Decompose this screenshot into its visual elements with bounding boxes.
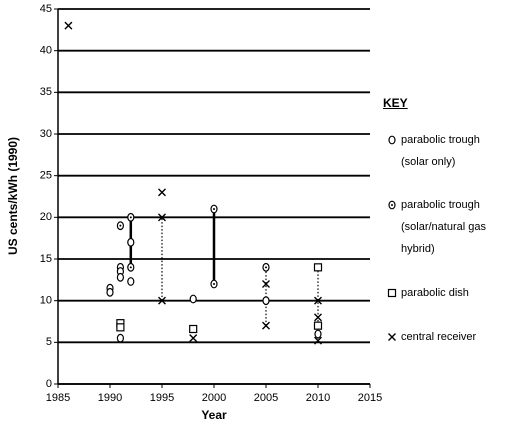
marker xyxy=(189,324,198,334)
legend-label: parabolic trough (solar/natural gas hybr… xyxy=(401,199,486,255)
marker xyxy=(116,323,125,332)
y-axis-label: US cents/kWh (1990) xyxy=(6,137,20,255)
marker xyxy=(116,272,125,282)
marker xyxy=(189,334,198,343)
marker xyxy=(116,333,125,343)
marker xyxy=(314,329,322,339)
y-tick-label: 25 xyxy=(40,170,52,182)
y-tick-label: 20 xyxy=(40,211,52,223)
y-tick-label: 0 xyxy=(46,378,52,390)
marker xyxy=(388,135,396,145)
marker-dot xyxy=(119,224,122,227)
y-tick-label: 5 xyxy=(46,336,52,348)
y-tick-label: 45 xyxy=(40,3,52,15)
marker xyxy=(158,213,166,222)
marker-dot xyxy=(213,208,215,210)
x-tick-label: 2010 xyxy=(306,392,330,404)
legend-label: parabolic dish xyxy=(401,287,469,299)
x-axis-label: Year xyxy=(201,408,227,422)
x-tick-label: 1990 xyxy=(98,392,122,404)
x-tick-label: 1995 xyxy=(150,392,174,404)
marker xyxy=(314,336,322,345)
marker-dot xyxy=(391,204,393,206)
marker xyxy=(388,333,396,341)
marker xyxy=(127,277,135,286)
y-tick-label: 40 xyxy=(40,45,52,57)
marker-dot xyxy=(129,216,132,219)
marker xyxy=(314,313,322,322)
marker xyxy=(387,288,397,298)
marker xyxy=(127,237,135,247)
marker xyxy=(262,321,270,330)
marker-dot xyxy=(213,283,215,285)
y-tick-label: 30 xyxy=(40,128,52,140)
y-tick-label: 10 xyxy=(40,295,52,307)
marker xyxy=(158,188,166,197)
marker xyxy=(262,280,270,288)
marker xyxy=(313,263,323,272)
marker xyxy=(106,287,114,297)
marker xyxy=(189,294,197,304)
x-tick-label: 2005 xyxy=(254,392,278,404)
legend-label: parabolic trough (solar only) xyxy=(401,134,480,168)
marker xyxy=(314,296,322,305)
marker xyxy=(158,296,166,305)
y-tick-label: 15 xyxy=(40,253,52,265)
y-tick-label: 35 xyxy=(40,86,52,98)
marker-dot xyxy=(265,266,267,269)
marker xyxy=(313,321,323,330)
marker xyxy=(64,21,73,30)
x-tick-label: 2000 xyxy=(202,392,226,404)
legend-label: central receiver xyxy=(401,331,477,343)
marker-dot xyxy=(129,266,132,269)
legend-title: KEY xyxy=(383,96,408,110)
marker xyxy=(262,296,270,306)
x-tick-label: 2015 xyxy=(358,392,382,404)
x-tick-label: 1985 xyxy=(46,392,70,404)
